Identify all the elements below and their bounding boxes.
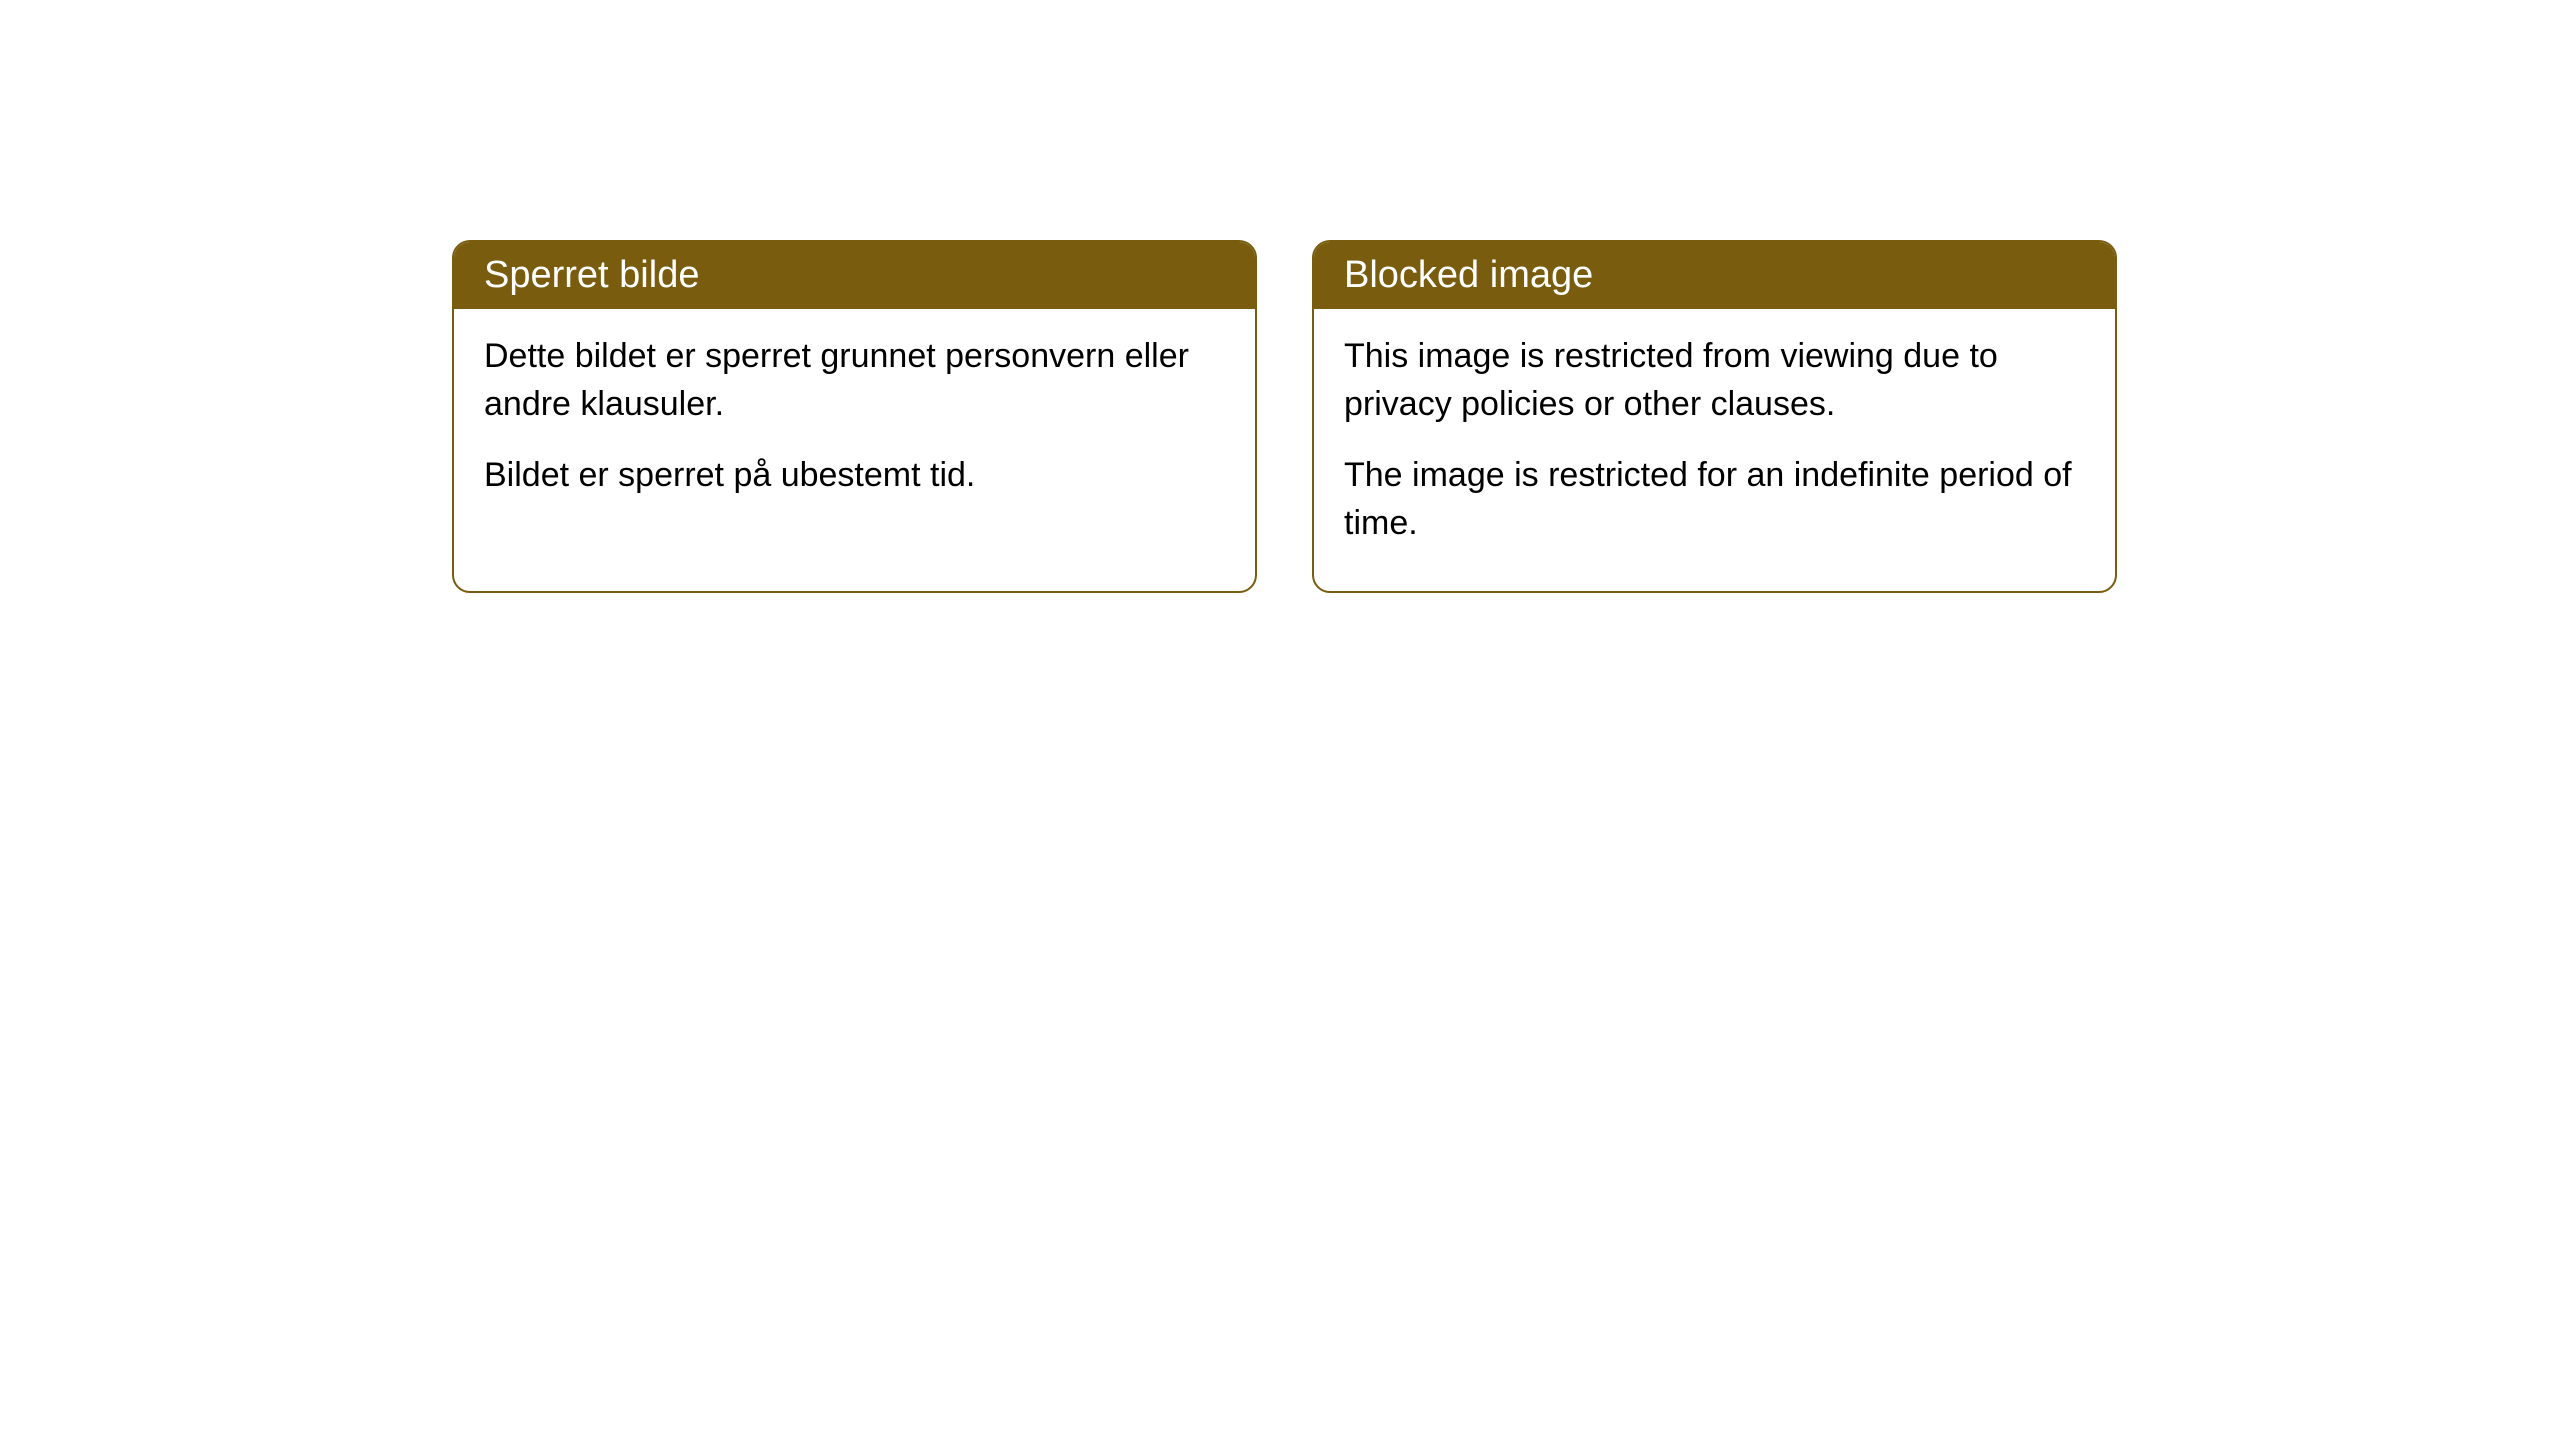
blocked-image-card-en: Blocked image This image is restricted f…	[1312, 240, 2117, 593]
card-header: Sperret bilde	[454, 242, 1255, 309]
card-paragraph: Dette bildet er sperret grunnet personve…	[484, 333, 1225, 428]
card-header: Blocked image	[1314, 242, 2115, 309]
card-paragraph: Bildet er sperret på ubestemt tid.	[484, 452, 1225, 500]
notice-cards-container: Sperret bilde Dette bildet er sperret gr…	[452, 240, 2117, 593]
card-body: Dette bildet er sperret grunnet personve…	[454, 309, 1255, 544]
card-body: This image is restricted from viewing du…	[1314, 309, 2115, 591]
blocked-image-card-no: Sperret bilde Dette bildet er sperret gr…	[452, 240, 1257, 593]
card-paragraph: This image is restricted from viewing du…	[1344, 333, 2085, 428]
card-title: Sperret bilde	[484, 254, 699, 296]
card-title: Blocked image	[1344, 254, 1593, 296]
card-paragraph: The image is restricted for an indefinit…	[1344, 452, 2085, 547]
